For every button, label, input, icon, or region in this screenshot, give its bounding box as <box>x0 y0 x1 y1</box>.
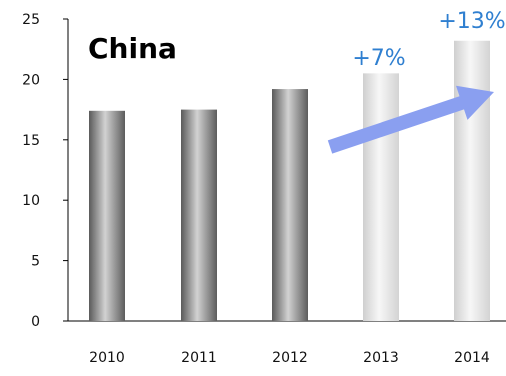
x-axis: 2010 2011 2012 2013 2014 <box>68 320 506 366</box>
bar <box>272 89 308 322</box>
growth-annotation: +7% <box>352 46 405 71</box>
y-tick-label: 15 <box>22 133 40 149</box>
chart-title: China <box>88 32 177 65</box>
growth-annotation: +13% <box>438 9 505 34</box>
x-tick-label: 2013 <box>363 350 399 366</box>
y-tick-label: 10 <box>22 193 40 209</box>
trend-arrow-shape <box>327 85 494 154</box>
y-tick-label: 20 <box>22 72 40 88</box>
bar-forecast <box>454 40 490 322</box>
x-tick-label: 2014 <box>454 350 490 366</box>
y-axis: 0 5 10 15 20 25 <box>22 12 69 330</box>
trend-arrow <box>327 85 494 154</box>
bar <box>89 110 125 321</box>
annotations: +7% +13% <box>352 9 505 71</box>
bars <box>89 40 490 322</box>
x-tick-label: 2011 <box>181 350 217 366</box>
x-tick-label: 2012 <box>272 350 308 366</box>
y-tick-label: 25 <box>22 12 40 28</box>
bar-forecast <box>363 73 399 321</box>
y-tick-label: 0 <box>31 314 40 330</box>
x-tick-label: 2010 <box>89 350 125 366</box>
y-tick-label: 5 <box>31 254 40 270</box>
bar <box>181 109 217 321</box>
